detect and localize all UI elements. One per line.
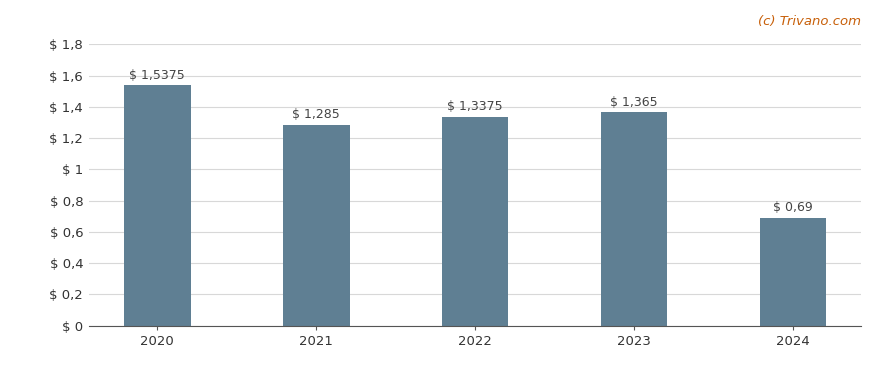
- Text: $ 0,69: $ 0,69: [773, 201, 813, 214]
- Bar: [600, 112, 668, 326]
- Text: $ 1,5375: $ 1,5375: [130, 69, 186, 82]
- Text: (c) Trivano.com: (c) Trivano.com: [758, 14, 861, 27]
- Bar: [124, 85, 191, 326]
- Text: $ 1,285: $ 1,285: [292, 108, 340, 121]
- Bar: [759, 218, 826, 326]
- Text: $ 1,365: $ 1,365: [610, 96, 658, 109]
- Bar: [282, 125, 350, 326]
- Text: $ 1,3375: $ 1,3375: [448, 100, 503, 113]
- Bar: [441, 117, 509, 326]
